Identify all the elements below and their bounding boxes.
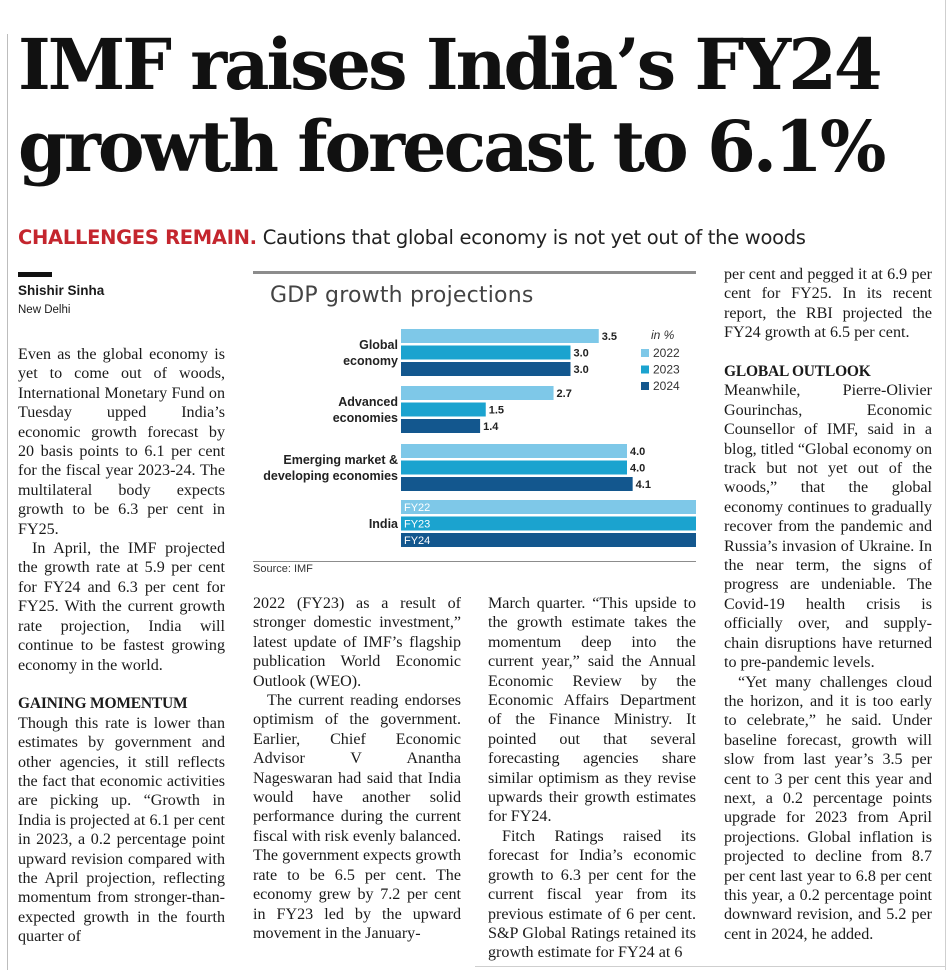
value-label: 1.4 [483, 421, 499, 433]
bar-2022 [401, 500, 696, 514]
deck-label: CHALLENGES REMAIN. [18, 226, 257, 249]
paragraph: March quarter. “This upside to the growt… [488, 595, 696, 826]
bar-2024 [401, 477, 633, 491]
gdp-chart: GDP growth projections Global economy 3.5 3… [253, 271, 696, 578]
india-bar-label: FY24 [404, 535, 430, 547]
category-label: Emerging market & [283, 453, 398, 467]
unit-label: in % [651, 328, 675, 342]
paragraph: 2022 (FY23) as a result of stronger dome… [253, 595, 461, 690]
category-label: economies [333, 411, 398, 425]
value-label: 3.5 [602, 331, 617, 343]
value-label: 4.0 [630, 446, 645, 458]
paragraph: In April, the IMF projected the growth r… [18, 540, 225, 674]
paragraph: Meanwhile, Pierre-Olivier Gourinchas, Ec… [724, 382, 932, 672]
headline: IMF raises India’s FY24 growth forecast … [18, 23, 886, 188]
value-label: 3.0 [574, 348, 589, 360]
india-bar-label: FY22 [404, 502, 430, 514]
category-label: Global [359, 338, 398, 352]
bar-2022 [401, 444, 627, 458]
chart-bottom-rule [253, 561, 696, 562]
byline-place: New Delhi [18, 304, 71, 316]
legend-swatch-2023 [641, 365, 649, 374]
bottom-margin-line [475, 966, 945, 967]
deck-text: Cautions that global economy is not yet … [262, 226, 806, 249]
paragraph: “Yet many challenges cloud the horizon, … [724, 673, 932, 943]
category-label: India [369, 517, 399, 531]
value-label: 2.7 [557, 388, 572, 400]
category-label: Advanced [338, 395, 398, 409]
value-label: 4.1 [636, 479, 651, 491]
india-bar-label: FY23 [404, 519, 430, 531]
value-label: 4.0 [630, 463, 645, 475]
legend-swatch-2024 [641, 382, 649, 390]
legend-swatch-2022 [641, 349, 649, 357]
right-margin-line [945, 0, 946, 970]
paragraph: The current reading endorses optimism of… [253, 692, 461, 942]
paragraph: Though this rate is lower than estimates… [18, 714, 225, 946]
legend-label: 2023 [653, 363, 680, 377]
article-column-4: per cent and pegged it at 6.9 per cent f… [724, 265, 932, 944]
chart-title: GDP growth projections [270, 283, 534, 308]
legend-label: 2024 [653, 379, 680, 393]
article-column-3: March quarter. “This upside to the growt… [488, 594, 696, 963]
chart-plot: Global economy 3.5 3.0 3.0 Advanced economies 2… [263, 328, 696, 547]
value-label: 1.5 [489, 405, 504, 417]
subhead-gaining-momentum: GAINING MOMENTUM [18, 695, 188, 713]
bar-2022 [401, 329, 599, 343]
paragraph: Even as the global economy is yet to com… [18, 346, 225, 538]
left-margin-line [7, 34, 8, 970]
category-label: developing economies [263, 469, 398, 483]
article-column-1: Even as the global economy is yet to com… [18, 345, 225, 947]
chart-top-rule [253, 271, 696, 274]
article-column-2: 2022 (FY23) as a result of stronger dome… [253, 594, 461, 943]
subhead-global-outlook: GLOBAL OUTLOOK [724, 363, 871, 381]
value-label: 3.0 [574, 364, 589, 376]
category-label: economy [343, 354, 398, 368]
legend-label: 2022 [653, 346, 680, 360]
bar-2022 [401, 386, 554, 400]
bar-2024 [401, 362, 571, 376]
byline-rule [18, 272, 52, 277]
byline-author: Shishir Sinha [18, 283, 105, 298]
bar-2023 [401, 516, 696, 531]
deck: CHALLENGES REMAIN. Cautions that global … [18, 224, 938, 252]
paragraph: per cent and pegged it at 6.9 per cent f… [724, 266, 932, 342]
bar-2023 [401, 345, 571, 360]
chart-source: Source: IMF [253, 563, 313, 575]
bar-2024 [401, 419, 481, 433]
bar-2023 [401, 460, 627, 475]
bar-2024 [401, 533, 696, 547]
paragraph: Fitch Ratings raised its forecast for In… [488, 827, 696, 962]
bar-2023 [401, 402, 486, 417]
